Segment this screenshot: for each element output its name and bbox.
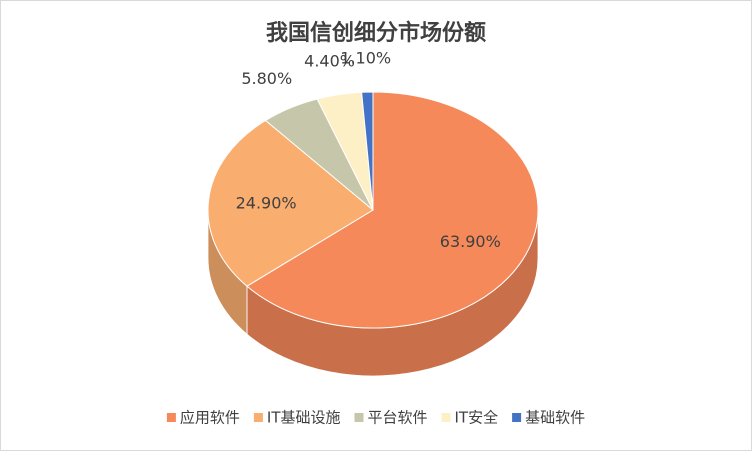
legend-label: 应用软件 — [180, 409, 240, 427]
legend-swatch — [253, 413, 263, 422]
legend-swatch — [166, 413, 176, 422]
data-label: 1.10% — [340, 49, 391, 68]
chart-title: 我国信创细分市场份额 — [266, 20, 486, 46]
legend-swatch — [354, 413, 364, 422]
pie-slice — [361, 91, 374, 211]
data-label: 4.40% — [304, 52, 355, 71]
data-label: 63.90% — [440, 232, 501, 251]
data-label: 5.80% — [241, 69, 292, 88]
legend-label: 平台软件 — [367, 409, 427, 427]
legend-label: IT基础设施 — [267, 409, 341, 427]
pie-slice — [207, 119, 374, 287]
legend-label: IT安全 — [455, 409, 499, 427]
legend-swatch — [512, 413, 522, 422]
data-label: 24.90% — [236, 193, 297, 212]
legend: 应用软件 IT基础设施 平台软件 IT安全 基础软件 — [166, 409, 585, 427]
pie-slice — [246, 91, 539, 329]
legend-swatch — [441, 413, 451, 422]
legend-label: 基础软件 — [525, 409, 585, 427]
